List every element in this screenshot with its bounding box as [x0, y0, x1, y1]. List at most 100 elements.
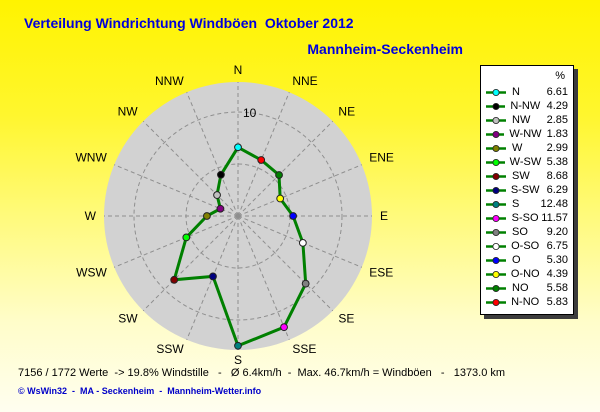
chart-subtitle: Mannheim-Seckenheim	[307, 41, 463, 57]
legend-item-o-no: O-NO 4.39	[485, 267, 569, 281]
legend-item-no: NO 5.58	[485, 281, 569, 295]
legend-value: 4.29	[546, 100, 568, 112]
legend-value: 6.75	[546, 240, 568, 252]
marker-s	[234, 341, 242, 350]
marker-n	[234, 143, 242, 152]
legend-label: W	[512, 142, 523, 154]
grid-radial-line	[237, 120, 334, 217]
legend-value: 8.68	[546, 170, 568, 182]
axis-label-wsw: WSW	[76, 265, 107, 279]
legend-item-s: S 12.48	[485, 197, 569, 211]
marker-ne	[275, 171, 283, 179]
axis-label-nw: NW	[118, 105, 139, 119]
marker-nne	[257, 156, 266, 164]
legend-label: NW	[512, 114, 531, 126]
legend-item-nw: NW 2.85	[485, 113, 569, 127]
legend-marker-icon	[486, 228, 506, 236]
legend-marker-icon	[486, 214, 506, 222]
marker-e	[289, 212, 298, 220]
marker-nw	[213, 191, 221, 199]
marker-wnw	[216, 204, 225, 213]
legend-value: 5.58	[546, 282, 568, 294]
legend-value: 6.61	[546, 86, 568, 98]
chart-title: Verteilung Windrichtung Windböen Oktober…	[24, 15, 354, 31]
axis-label-ssw: SSW	[156, 342, 184, 356]
legend-item-w-sw: W-SW 5.38	[485, 155, 569, 169]
legend-label: S	[512, 198, 520, 210]
legend-marker-icon	[486, 284, 506, 292]
marker-w	[203, 212, 211, 220]
grid-radial-line	[142, 215, 239, 312]
legend-item-n-no: N-NO 5.83	[485, 295, 569, 309]
legend-marker-icon	[486, 88, 506, 96]
legend-marker-icon	[486, 102, 506, 110]
marker-ese	[298, 238, 307, 247]
legend-label: N-NO	[511, 296, 540, 308]
legend-value: 2.99	[546, 142, 568, 154]
marker-ene	[276, 194, 285, 203]
legend-item-so: SO 9.20	[485, 225, 569, 239]
axis-label-w: W	[85, 209, 97, 223]
legend-item-n-nw: N-NW 4.29	[485, 99, 569, 113]
legend-item-w: W 2.99	[485, 141, 569, 155]
axis-label-sse: SSE	[292, 342, 316, 356]
axis-label-ene: ENE	[369, 151, 394, 165]
axis-label-n: N	[234, 63, 243, 77]
marker-sse	[280, 323, 288, 332]
marker-sw	[170, 275, 179, 284]
legend-marker-icon	[486, 242, 506, 250]
legend-item-sw: SW 8.68	[485, 169, 569, 183]
axis-label-sw: SW	[118, 311, 138, 325]
legend-value: 4.39	[546, 268, 568, 280]
ring-value-label: 10	[243, 106, 257, 120]
legend-value: 5.83	[546, 296, 568, 308]
axis-label-s: S	[234, 353, 242, 367]
legend-marker-icon	[486, 270, 506, 278]
legend-marker-icon	[486, 172, 506, 180]
legend-label: NO	[512, 282, 529, 294]
axis-label-ese: ESE	[369, 265, 393, 279]
legend-marker-icon	[486, 144, 506, 152]
legend-label: N-NW	[510, 100, 541, 112]
legend-label: O-NO	[510, 268, 540, 280]
legend-value: 5.38	[546, 156, 568, 168]
legend-item-o-so: O-SO 6.75	[485, 239, 569, 253]
legend-item-w-nw: W-NW 1.83	[485, 127, 569, 141]
grid-ring	[133, 111, 343, 321]
grid-radial-line	[237, 92, 290, 217]
legend-rows: N 6.61 N-NW 4.29 NW 2.85 W-NW 1.83 W 2.99 W-SW 5.38…	[485, 85, 569, 309]
axis-label-se: SE	[338, 311, 354, 325]
marker-wsw	[182, 233, 191, 242]
legend-marker-icon	[486, 158, 505, 166]
legend-label: O	[512, 254, 521, 266]
grid-radial-line	[237, 164, 362, 217]
grid-radial-line	[142, 120, 239, 217]
legend-marker-icon	[486, 298, 506, 306]
legend-marker-icon	[486, 256, 506, 264]
grid-radial-line	[114, 215, 239, 268]
legend-value: 12.48	[540, 198, 568, 210]
legend-label: SW	[512, 170, 530, 182]
marker-se	[301, 279, 310, 288]
legend-marker-icon	[486, 200, 506, 208]
legend-item-s-so: S-SO 11.57	[485, 211, 569, 225]
legend-label: SO	[512, 226, 528, 238]
grid-radial-line	[237, 215, 290, 340]
axis-label-nnw: NNW	[155, 74, 184, 88]
legend-label: W-SW	[509, 156, 542, 168]
legend-label: O-SO	[511, 240, 540, 252]
legend-label: S-SO	[511, 212, 539, 224]
marker-nnw	[217, 170, 225, 179]
axis-label-ne: NE	[338, 105, 355, 119]
axis-label-wnw: WNW	[75, 151, 107, 165]
legend-header-percent: %	[555, 70, 565, 82]
axis-label-nne: NNE	[292, 74, 317, 88]
legend-item-o: O 5.30	[485, 253, 569, 267]
legend-item-s-sw: S-SW 6.29	[485, 183, 569, 197]
legend: % N 6.61 N-NW 4.29 NW 2.85 W-NW 1.83 W 2.99 W-SW 5.…	[480, 65, 574, 315]
legend-value: 1.83	[546, 128, 568, 140]
legend-value: 6.29	[546, 184, 568, 196]
marker-ssw	[209, 272, 217, 281]
